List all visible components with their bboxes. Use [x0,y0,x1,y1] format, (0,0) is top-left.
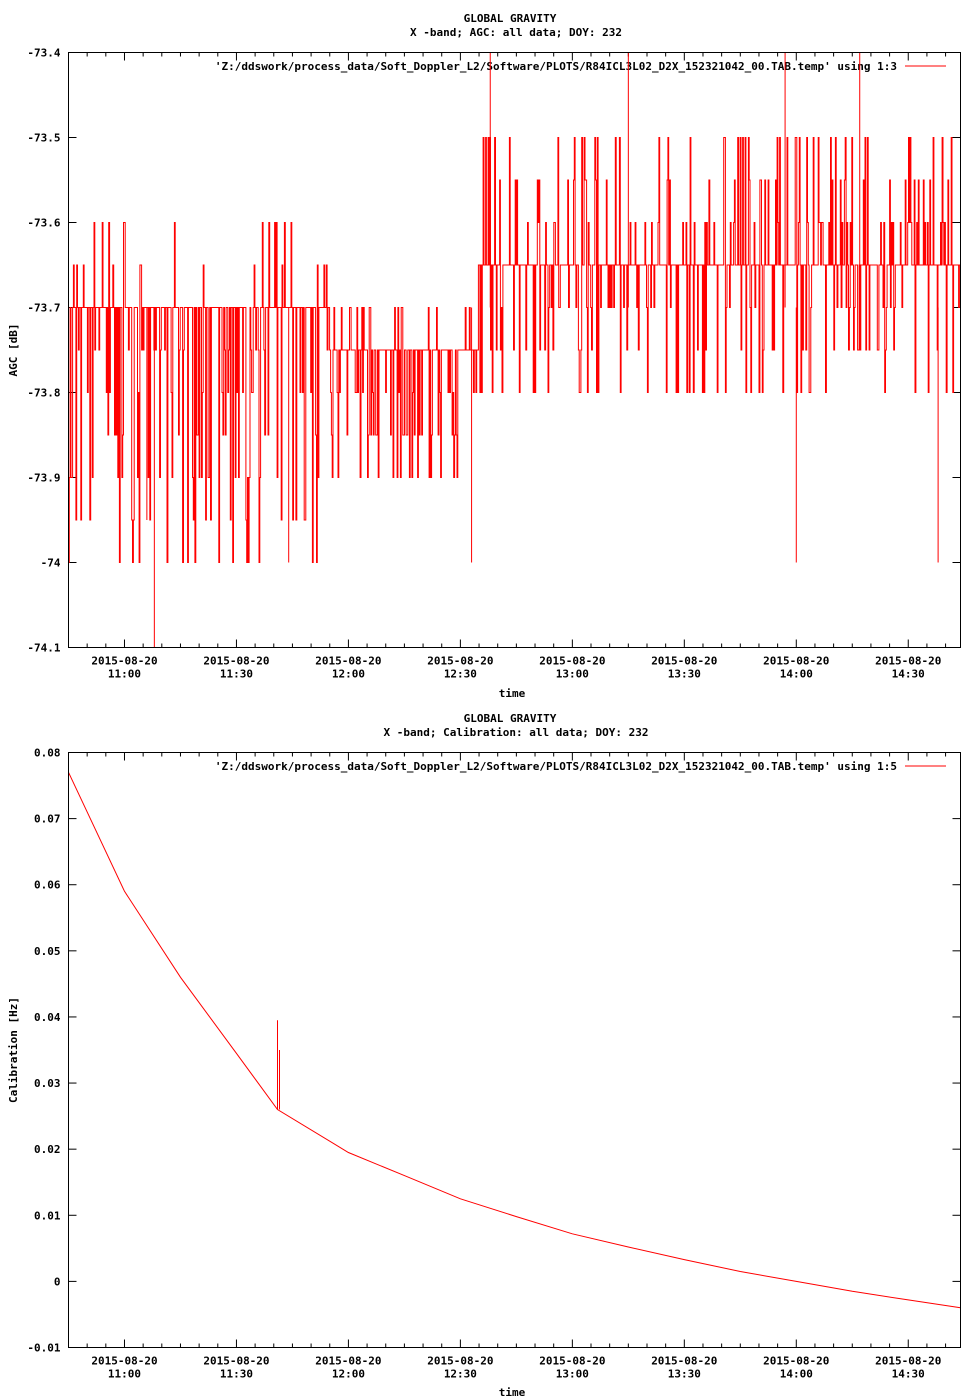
agc-x-tick-date: 2015-08-20 [315,655,381,668]
calibration-x-tick-date: 2015-08-20 [91,1355,157,1368]
agc-x-tick-date: 2015-08-20 [651,655,717,668]
agc-x-tick-date: 2015-08-20 [427,655,493,668]
calibration-y-tick-label: 0.02 [34,1143,61,1156]
calibration-x-tick-date: 2015-08-20 [651,1355,717,1368]
agc-plot-frame [68,52,961,648]
agc-legend-label: 'Z:/ddswork/process_data/Soft_Doppler_L2… [215,60,897,73]
calibration-y-tick-label: 0.05 [34,945,61,958]
agc-y-tick-label: -73.7 [27,302,60,315]
agc-y-tick-label: -73.5 [27,132,60,145]
calibration-x-tick-time: 11:30 [220,1368,253,1381]
agc-x-tick-date: 2015-08-20 [875,655,941,668]
agc-x-tick-date: 2015-08-20 [91,655,157,668]
calibration-x-tick-time: 12:00 [332,1368,365,1381]
calibration-x-tick-date: 2015-08-20 [203,1355,269,1368]
agc-x-tick-time: 14:30 [892,668,925,681]
calibration-plot-frame [68,752,961,1348]
calibration-x-tick-time: 12:30 [444,1368,477,1381]
calibration-x-axis-label: time [499,1386,526,1399]
calibration-y-tick-label: 0.06 [34,879,61,892]
calibration-y-tick-label: 0.08 [34,747,61,760]
agc-x-tick-time: 11:00 [108,668,141,681]
calibration-series-line [68,772,961,1309]
agc-x-tick-time: 12:00 [332,668,365,681]
calibration-x-tick-time: 11:00 [108,1368,141,1381]
agc-chart-subtitle: X -band; AGC: all data; DOY: 232 [410,26,622,39]
agc-chart-title: GLOBAL GRAVITY [464,12,557,25]
calibration-x-tick-time: 14:00 [780,1368,813,1381]
calibration-x-tick-date: 2015-08-20 [875,1355,941,1368]
calibration-y-tick-label: 0.04 [34,1011,61,1024]
calibration-y-tick-label: 0.07 [34,813,61,826]
calibration-x-tick-time: 14:30 [892,1368,925,1381]
agc-y-tick-label: -73.9 [27,472,60,485]
agc-x-tick-date: 2015-08-20 [539,655,605,668]
agc-x-tick-time: 11:30 [220,668,253,681]
agc-y-tick-label: -73.4 [27,47,60,60]
calibration-x-tick-date: 2015-08-20 [427,1355,493,1368]
calibration-x-tick-date: 2015-08-20 [763,1355,829,1368]
agc-x-tick-time: 13:30 [668,668,701,681]
calibration-chart-title: GLOBAL GRAVITY [464,712,557,725]
agc-x-tick-date: 2015-08-20 [763,655,829,668]
agc-y-tick-label: -73.6 [27,217,60,230]
agc-chart: GLOBAL GRAVITY X -band; AGC: all data; D… [7,12,961,700]
calibration-y-tick-label: 0.03 [34,1077,61,1090]
agc-x-tick-time: 13:00 [556,668,589,681]
calibration-y-tick-label: -0.01 [27,1342,60,1355]
calibration-y-tick-label: 0 [54,1275,61,1288]
calibration-y-tick-label: 0.01 [34,1209,61,1222]
calibration-chart-subtitle: X -band; Calibration: all data; DOY: 232 [384,726,649,739]
calibration-y-axis-label: Calibration [Hz] [7,997,20,1103]
agc-y-tick-label: -73.8 [27,387,60,400]
calibration-x-tick-time: 13:00 [556,1368,589,1381]
agc-x-tick-time: 12:30 [444,668,477,681]
agc-x-axis-label: time [499,687,526,700]
calibration-legend-label: 'Z:/ddswork/process_data/Soft_Doppler_L2… [215,760,897,773]
agc-x-tick-time: 14:00 [780,668,813,681]
agc-series-line [68,137,961,563]
calibration-x-tick-date: 2015-08-20 [315,1355,381,1368]
calibration-chart: GLOBAL GRAVITY X -band; Calibration: all… [7,712,961,1399]
agc-x-tick-date: 2015-08-20 [203,655,269,668]
agc-y-axis-label: AGC [dB] [7,324,20,377]
agc-y-tick-label: -74.1 [27,642,60,655]
agc-y-tick-label: -74 [41,557,61,570]
calibration-x-tick-date: 2015-08-20 [539,1355,605,1368]
calibration-x-tick-time: 13:30 [668,1368,701,1381]
